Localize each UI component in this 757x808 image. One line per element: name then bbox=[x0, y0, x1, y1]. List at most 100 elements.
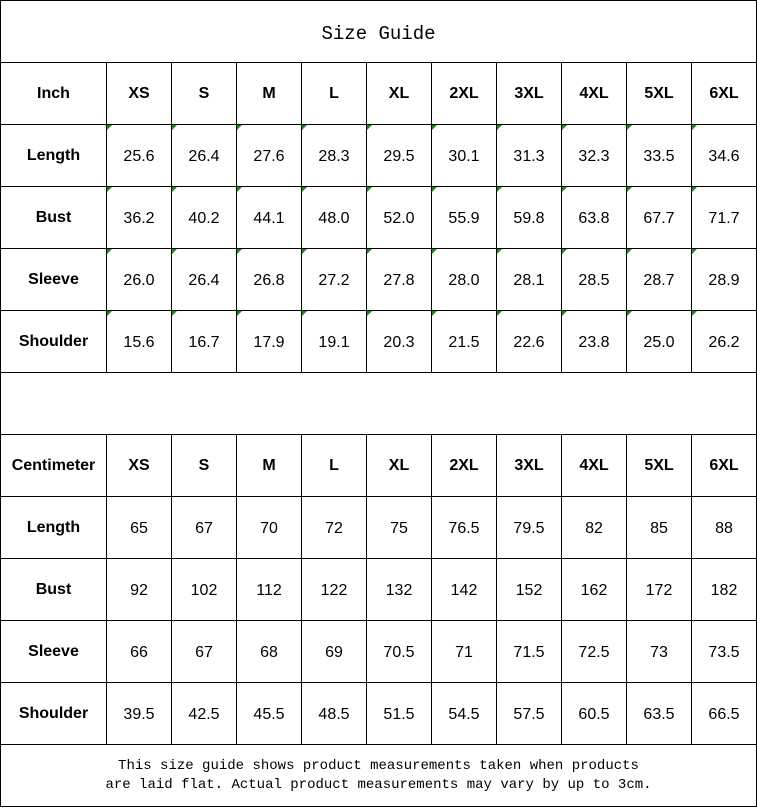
row-label: Bust bbox=[1, 559, 107, 620]
size-header: 2XL bbox=[432, 435, 497, 496]
measurement-cell: 68 bbox=[237, 621, 302, 682]
measurement-cell: 75 bbox=[367, 497, 432, 558]
measurement-cell: 27.6 bbox=[237, 125, 302, 186]
measurement-cell: 23.8 bbox=[562, 311, 627, 372]
measurement-cell: 28.7 bbox=[627, 249, 692, 310]
centimeter-table: Centimeter XS S M L XL 2XL 3XL 4XL 5XL 6XL Length 65… bbox=[1, 435, 757, 745]
measurement-cell: 71.7 bbox=[692, 187, 757, 248]
table-row: Length 65 67 70 72 75 76.5 79.5 82 85 88 bbox=[1, 497, 757, 559]
measurement-cell: 72 bbox=[302, 497, 367, 558]
measurement-cell: 28.0 bbox=[432, 249, 497, 310]
measurement-cell: 27.2 bbox=[302, 249, 367, 310]
measurement-cell: 122 bbox=[302, 559, 367, 620]
measurement-cell: 67 bbox=[172, 497, 237, 558]
inch-table: Inch XS S M L XL 2XL 3XL 4XL 5XL 6XL Length 25.6 26.4… bbox=[1, 63, 757, 373]
measurement-cell: 79.5 bbox=[497, 497, 562, 558]
size-header: 2XL bbox=[432, 63, 497, 124]
measurement-cell: 59.8 bbox=[497, 187, 562, 248]
measurement-cell: 48.5 bbox=[302, 683, 367, 744]
size-header: 6XL bbox=[692, 435, 757, 496]
measurement-cell: 33.5 bbox=[627, 125, 692, 186]
measurement-cell: 182 bbox=[692, 559, 757, 620]
spacer-row bbox=[1, 373, 757, 435]
measurement-cell: 63.5 bbox=[627, 683, 692, 744]
measurement-cell: 152 bbox=[497, 559, 562, 620]
row-label: Length bbox=[1, 497, 107, 558]
measurement-cell: 22.6 bbox=[497, 311, 562, 372]
measurement-cell: 21.5 bbox=[432, 311, 497, 372]
measurement-cell: 142 bbox=[432, 559, 497, 620]
measurement-cell: 30.1 bbox=[432, 125, 497, 186]
table-row: Sleeve 66 67 68 69 70.5 71 71.5 72.5 73 73.5 bbox=[1, 621, 757, 683]
measurement-cell: 70.5 bbox=[367, 621, 432, 682]
measurement-cell: 27.8 bbox=[367, 249, 432, 310]
size-header: 4XL bbox=[562, 63, 627, 124]
table-row: Shoulder 39.5 42.5 45.5 48.5 51.5 54.5 57.5 60.5… bbox=[1, 683, 757, 745]
measurement-cell: 54.5 bbox=[432, 683, 497, 744]
measurement-cell: 69 bbox=[302, 621, 367, 682]
measurement-cell: 42.5 bbox=[172, 683, 237, 744]
measurement-cell: 29.5 bbox=[367, 125, 432, 186]
measurement-cell: 57.5 bbox=[497, 683, 562, 744]
size-header: 6XL bbox=[692, 63, 757, 124]
measurement-cell: 44.1 bbox=[237, 187, 302, 248]
measurement-cell: 132 bbox=[367, 559, 432, 620]
measurement-cell: 73.5 bbox=[692, 621, 757, 682]
size-note: This size guide shows product measuremen… bbox=[1, 745, 757, 807]
measurement-cell: 63.8 bbox=[562, 187, 627, 248]
measurement-cell: 162 bbox=[562, 559, 627, 620]
measurement-cell: 26.2 bbox=[692, 311, 757, 372]
measurement-cell: 82 bbox=[562, 497, 627, 558]
size-header: M bbox=[237, 63, 302, 124]
size-header: L bbox=[302, 63, 367, 124]
measurement-cell: 92 bbox=[107, 559, 172, 620]
table-row: Shoulder 15.6 16.7 17.9 19.1 20.3 21.5 22.6 23.8… bbox=[1, 311, 757, 373]
row-label: Shoulder bbox=[1, 683, 107, 744]
row-label: Sleeve bbox=[1, 621, 107, 682]
size-header: S bbox=[172, 63, 237, 124]
measurement-cell: 39.5 bbox=[107, 683, 172, 744]
measurement-cell: 25.6 bbox=[107, 125, 172, 186]
size-header: XS bbox=[107, 435, 172, 496]
row-label: Bust bbox=[1, 187, 107, 248]
measurement-cell: 25.0 bbox=[627, 311, 692, 372]
measurement-cell: 15.6 bbox=[107, 311, 172, 372]
table-row: Bust 92 102 112 122 132 142 152 162 172 182 bbox=[1, 559, 757, 621]
table-row: Bust 36.2 40.2 44.1 48.0 52.0 55.9 59.8 63.8 67.7… bbox=[1, 187, 757, 249]
page-title: Size Guide bbox=[1, 1, 757, 63]
row-label: Length bbox=[1, 125, 107, 186]
measurement-cell: 67.7 bbox=[627, 187, 692, 248]
measurement-cell: 28.1 bbox=[497, 249, 562, 310]
measurement-cell: 172 bbox=[627, 559, 692, 620]
size-header: L bbox=[302, 435, 367, 496]
measurement-cell: 112 bbox=[237, 559, 302, 620]
row-label: Shoulder bbox=[1, 311, 107, 372]
measurement-cell: 28.5 bbox=[562, 249, 627, 310]
measurement-cell: 72.5 bbox=[562, 621, 627, 682]
size-header: 3XL bbox=[497, 435, 562, 496]
measurement-cell: 55.9 bbox=[432, 187, 497, 248]
measurement-cell: 16.7 bbox=[172, 311, 237, 372]
unit-header: Inch bbox=[1, 63, 107, 124]
measurement-cell: 71.5 bbox=[497, 621, 562, 682]
measurement-cell: 28.9 bbox=[692, 249, 757, 310]
measurement-cell: 26.4 bbox=[172, 125, 237, 186]
measurement-cell: 70 bbox=[237, 497, 302, 558]
measurement-cell: 45.5 bbox=[237, 683, 302, 744]
measurement-cell: 85 bbox=[627, 497, 692, 558]
measurement-cell: 73 bbox=[627, 621, 692, 682]
measurement-cell: 66.5 bbox=[692, 683, 757, 744]
size-header: XL bbox=[367, 63, 432, 124]
measurement-cell: 20.3 bbox=[367, 311, 432, 372]
measurement-cell: 102 bbox=[172, 559, 237, 620]
note-line-1: This size guide shows product measuremen… bbox=[118, 757, 639, 774]
measurement-cell: 65 bbox=[107, 497, 172, 558]
row-label: Sleeve bbox=[1, 249, 107, 310]
measurement-cell: 51.5 bbox=[367, 683, 432, 744]
unit-header: Centimeter bbox=[1, 435, 107, 496]
measurement-cell: 26.0 bbox=[107, 249, 172, 310]
measurement-cell: 32.3 bbox=[562, 125, 627, 186]
size-header: S bbox=[172, 435, 237, 496]
measurement-cell: 28.3 bbox=[302, 125, 367, 186]
